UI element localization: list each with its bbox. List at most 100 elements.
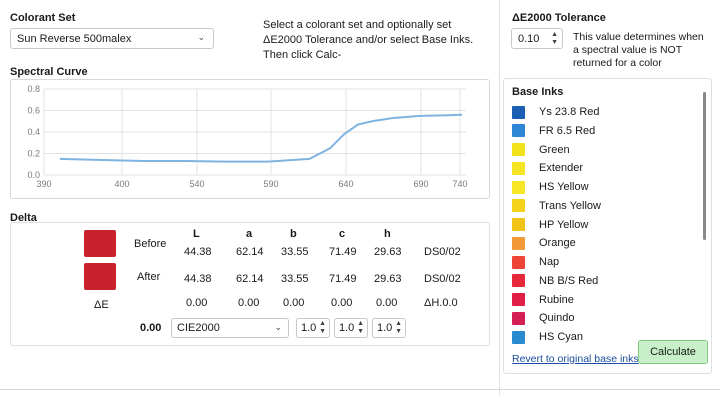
x-tick-label: 590	[263, 179, 278, 189]
base-ink-item[interactable]: Rubine	[512, 292, 574, 308]
ink-name: Orange	[539, 237, 576, 250]
ink-color-swatch	[512, 161, 525, 175]
base-ink-item[interactable]: Trans Yellow	[512, 198, 601, 214]
spectral-curve-chart: 0.0 0.2 0.4 0.6 0.8 390 400 540 590 640 690 740	[27, 84, 467, 189]
base-ink-item[interactable]: HP Yellow	[512, 217, 588, 233]
before-color-swatch	[84, 230, 116, 257]
tolerance-stepper[interactable]: 0.10 ▲ ▼	[511, 28, 563, 49]
panel-divider	[499, 0, 500, 395]
stepper-arrows-icon[interactable]: ▲ ▼	[395, 320, 402, 335]
ink-color-swatch	[512, 105, 525, 119]
factor-l-value: 1.0	[301, 322, 317, 334]
y-tick-label: 0.0	[27, 170, 40, 180]
de-h-value: 0.00	[376, 297, 398, 309]
tolerance-value: 0.10	[518, 32, 540, 45]
delta-panel	[10, 222, 490, 346]
ink-name: Rubine	[539, 293, 574, 306]
factor-c-stepper[interactable]: 1.0 ▲ ▼	[334, 318, 368, 338]
stepper-arrows-icon[interactable]: ▲ ▼	[357, 320, 364, 335]
delta-method-select[interactable]: CIE2000 ⌄	[171, 318, 289, 338]
colorant-set-label: Colorant Set	[10, 12, 76, 24]
ink-color-swatch	[512, 274, 525, 288]
factor-h-value: 1.0	[377, 322, 393, 334]
delta-e-label: ΔE	[94, 299, 109, 311]
base-ink-item[interactable]: FR 6.5 Red	[512, 123, 595, 139]
base-ink-item[interactable]: Green	[512, 142, 570, 158]
before-ds-value: DS0/02	[424, 246, 461, 258]
before-a-value: 62.14	[236, 246, 264, 258]
header-l: L	[193, 228, 200, 240]
x-tick-label: 690	[413, 179, 428, 189]
before-label: Before	[134, 238, 167, 250]
ink-color-swatch	[512, 293, 525, 306]
base-ink-item[interactable]: Ys 23.8 Red	[512, 104, 600, 120]
ink-name: Nap	[539, 256, 560, 268]
ink-name: Green	[539, 143, 570, 156]
y-tick-label: 0.2	[27, 149, 40, 159]
x-tick-label: 400	[114, 179, 129, 189]
after-ds-value: DS0/02	[424, 273, 461, 285]
after-a-value: 62.14	[236, 273, 264, 285]
after-l-value: 44.38	[184, 273, 212, 285]
chevron-down-icon: ⌄	[197, 32, 205, 42]
ink-name: Quindo	[539, 312, 575, 325]
factor-c-value: 1.0	[339, 322, 355, 334]
base-ink-item[interactable]: Quindo	[512, 310, 574, 326]
base-inks-label: Base Inks	[512, 86, 564, 98]
chevron-down-icon: ⌄	[274, 322, 282, 332]
ink-name: FR 6.5 Red	[539, 124, 596, 137]
base-ink-item[interactable]: Nap	[512, 254, 559, 270]
total-delta-e: 0.00	[140, 322, 162, 334]
before-h-value: 29.63	[374, 246, 402, 258]
tolerance-description: This value determines when a spectral va…	[573, 31, 704, 69]
spectral-curve-line	[59, 113, 463, 163]
ink-color-swatch	[512, 311, 525, 325]
de-b-value: 0.00	[283, 297, 305, 309]
calculate-button[interactable]: Calculate	[638, 340, 708, 364]
colorant-set-select[interactable]: Sun Reverse 500malex ⌄	[10, 28, 214, 49]
before-c-value: 71.49	[329, 246, 357, 258]
spectral-curve-label: Spectral Curve	[10, 66, 88, 78]
header-b: b	[290, 228, 297, 240]
after-h-value: 29.63	[374, 273, 402, 285]
base-ink-item[interactable]: HS Yellow	[512, 179, 589, 195]
stepper-arrows-icon[interactable]: ▲ ▼	[551, 31, 558, 46]
ink-color-swatch	[512, 143, 525, 156]
footer-divider	[0, 389, 720, 390]
ink-color-swatch	[512, 124, 525, 138]
x-tick-label: 740	[452, 179, 467, 189]
base-inks-panel	[503, 78, 712, 374]
after-label: After	[137, 271, 161, 283]
ink-color-swatch	[512, 218, 525, 231]
stepper-arrows-icon[interactable]: ▲ ▼	[319, 320, 326, 335]
de-a-value: 0.00	[238, 297, 260, 309]
ink-color-swatch	[512, 330, 525, 344]
base-ink-item[interactable]: Orange	[512, 235, 576, 251]
factor-l-stepper[interactable]: 1.0 ▲ ▼	[296, 318, 330, 338]
tolerance-label: ΔE2000 Tolerance	[512, 12, 606, 24]
header-a: a	[246, 228, 253, 240]
x-tick-label: 640	[338, 179, 353, 189]
de-l-value: 0.00	[186, 297, 208, 309]
after-b-value: 33.55	[281, 273, 309, 285]
after-c-value: 71.49	[329, 273, 357, 285]
base-ink-item[interactable]: NB B/S Red	[512, 273, 598, 289]
before-l-value: 44.38	[184, 246, 212, 258]
ink-name: Extender	[539, 162, 584, 175]
y-tick-label: 0.8	[27, 84, 40, 94]
base-inks-scrollbar[interactable]	[703, 92, 706, 240]
base-ink-item[interactable]: Extender	[512, 160, 583, 176]
delta-label: Delta	[10, 212, 37, 224]
factor-h-stepper[interactable]: 1.0 ▲ ▼	[372, 318, 406, 338]
x-tick-label: 390	[36, 179, 51, 189]
base-ink-item[interactable]: HS Cyan	[512, 329, 583, 345]
ink-name: NB B/S Red	[539, 274, 599, 287]
spectral-curve-panel	[10, 79, 490, 199]
header-h: h	[384, 228, 391, 240]
ink-color-swatch	[512, 255, 525, 269]
header-c: c	[339, 228, 346, 240]
ink-name: Trans Yellow	[539, 199, 601, 212]
de-dh-value: ΔH.0.0	[424, 297, 458, 309]
revert-base-inks-link[interactable]: Revert to original base inks	[512, 353, 639, 365]
de-c-value: 0.00	[331, 297, 353, 309]
